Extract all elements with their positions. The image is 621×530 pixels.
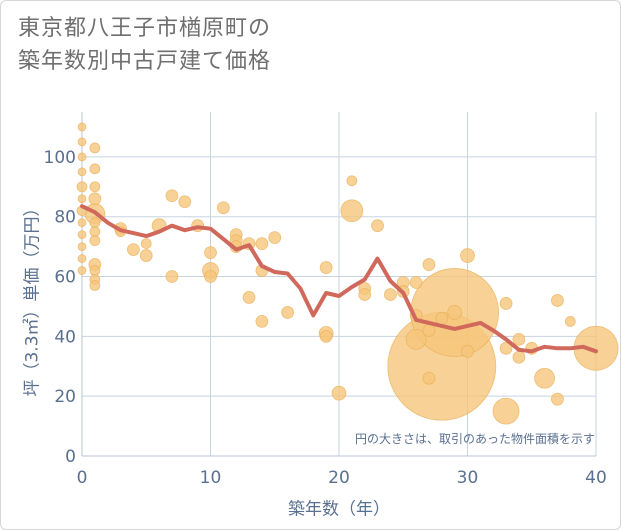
grid-lines xyxy=(82,112,597,456)
data-bubble xyxy=(165,270,179,283)
x-tick-label: 30 xyxy=(457,468,479,488)
data-bubble xyxy=(255,237,269,251)
data-bubble xyxy=(204,270,217,283)
data-bubble xyxy=(358,288,372,301)
data-bubble xyxy=(77,242,87,252)
data-bubble xyxy=(409,276,423,289)
data-bubble xyxy=(178,195,192,209)
tick-labels: 0 20 40 60 80 100 0 10 20 30 40 xyxy=(44,148,607,488)
data-bubble xyxy=(534,367,555,389)
data-bubble xyxy=(77,122,87,132)
data-bubble xyxy=(77,218,87,228)
data-bubble xyxy=(422,323,436,337)
data-bubble xyxy=(512,350,526,364)
data-bubble xyxy=(319,261,333,274)
average-price-line xyxy=(80,204,598,354)
x-tick-label: 0 xyxy=(77,468,88,488)
y-tick-label: 40 xyxy=(54,327,76,347)
data-bubble xyxy=(461,344,474,358)
data-bubble xyxy=(89,217,101,229)
data-bubble xyxy=(499,341,513,355)
data-bubble xyxy=(340,199,364,223)
data-bubble xyxy=(242,291,256,304)
data-bubble xyxy=(268,231,282,245)
data-bubble xyxy=(255,314,269,328)
data-bubble xyxy=(447,305,463,320)
bubble-layer xyxy=(76,122,619,425)
data-bubble xyxy=(319,329,333,343)
data-bubble xyxy=(89,280,101,291)
trend-line-layer xyxy=(80,204,598,354)
title-line-1: 東京都八王子市楢原町の xyxy=(18,16,272,41)
data-bubble xyxy=(422,258,436,271)
data-bubble xyxy=(331,385,347,401)
data-bubble xyxy=(77,254,87,263)
data-bubble xyxy=(492,397,520,425)
data-bubble xyxy=(371,219,384,233)
y-tick-label: 0 xyxy=(65,447,76,467)
data-bubble xyxy=(281,306,295,319)
data-bubble xyxy=(89,163,101,175)
data-bubble xyxy=(140,238,152,250)
data-bubble xyxy=(77,230,87,240)
data-bubble xyxy=(564,315,576,327)
data-bubble xyxy=(89,226,101,238)
data-bubble xyxy=(77,137,87,147)
data-bubble xyxy=(77,152,87,162)
data-bubble xyxy=(88,192,102,206)
data-bubble xyxy=(76,181,88,193)
data-bubble xyxy=(512,332,526,346)
data-bubble xyxy=(435,311,449,325)
data-bubble xyxy=(499,297,513,310)
y-tick-label: 60 xyxy=(54,268,76,288)
data-bubble xyxy=(139,249,153,262)
data-bubble xyxy=(204,246,217,259)
data-bubble xyxy=(89,181,101,193)
y-tick-label: 80 xyxy=(54,208,76,228)
data-bubble xyxy=(77,194,87,204)
data-bubble xyxy=(89,142,101,154)
bubble-size-note: 円の大きさは、取引のあった物件面積を示す xyxy=(354,432,595,446)
y-axis-label: 坪（3.3㎡）単価（万円） xyxy=(22,199,43,397)
data-bubble xyxy=(77,266,87,275)
y-tick-label: 20 xyxy=(54,387,76,407)
x-tick-label: 40 xyxy=(585,468,607,488)
chart-title: 東京都八王子市楢原町の 築年数別中古戸建て価格 xyxy=(18,12,271,78)
data-bubble xyxy=(405,328,427,350)
x-axis-label: 築年数（年） xyxy=(288,499,390,520)
data-bubble xyxy=(383,288,397,301)
data-bubble xyxy=(216,201,230,215)
y-tick-label: 100 xyxy=(44,148,76,168)
data-bubble xyxy=(126,243,140,257)
x-tick-label: 20 xyxy=(328,468,350,488)
data-bubble xyxy=(77,167,87,177)
data-bubble xyxy=(89,235,101,247)
title-line-2: 築年数別中古戸建て価格 xyxy=(18,49,272,74)
data-bubble xyxy=(551,294,564,307)
data-bubble xyxy=(89,265,101,276)
data-bubble xyxy=(460,248,475,263)
x-tick-label: 10 xyxy=(200,468,222,488)
data-bubble xyxy=(422,371,436,385)
data-bubble xyxy=(551,392,564,406)
data-bubble xyxy=(346,175,358,187)
data-bubble xyxy=(165,189,179,203)
